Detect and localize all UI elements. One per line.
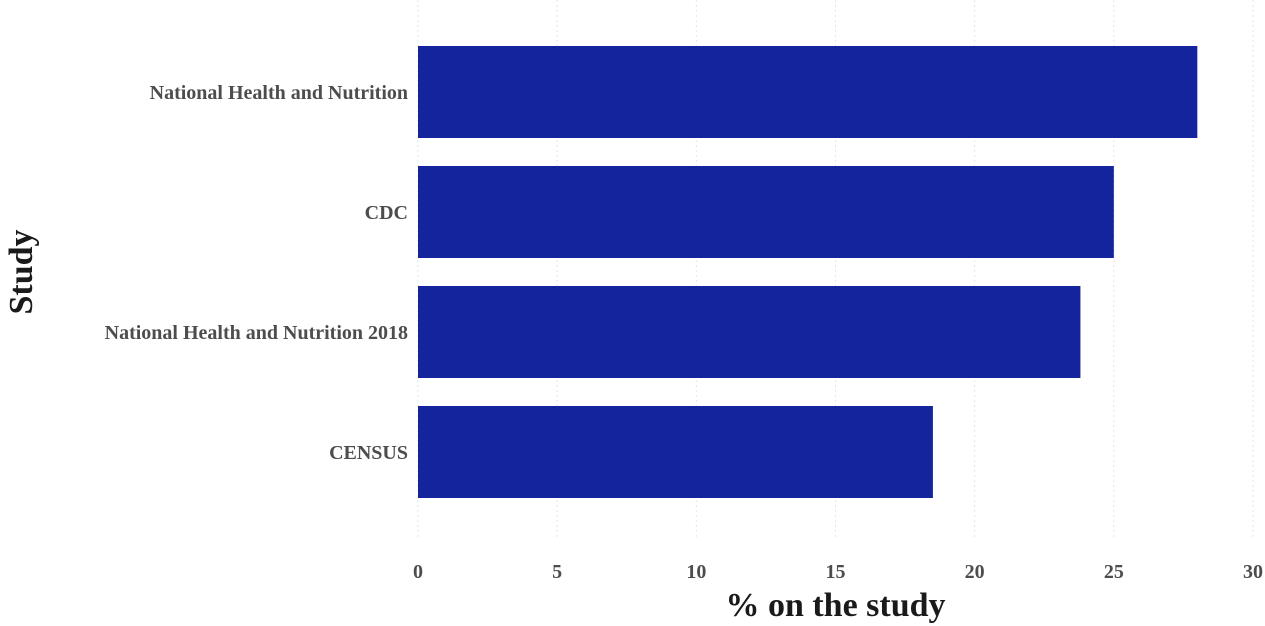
x-tick-label-3: 15 — [826, 561, 846, 583]
category-label-3: CENSUS — [329, 442, 408, 464]
x-tick-labels: 0 5 10 15 20 25 30 — [413, 561, 1263, 583]
x-tick-label-4: 20 — [965, 561, 985, 583]
category-label-1: CDC — [365, 202, 408, 224]
category-label-0: National Health and Nutrition — [150, 82, 408, 104]
bar-0 — [418, 46, 1198, 138]
x-tick-label-2: 10 — [686, 561, 706, 583]
bar-2 — [418, 286, 1081, 378]
x-tick-label-5: 25 — [1104, 561, 1124, 583]
x-tick-label-0: 0 — [413, 561, 423, 583]
y-axis-title: Study — [3, 229, 40, 314]
category-label-2: National Health and Nutrition 2018 — [105, 322, 408, 344]
bar-3 — [418, 406, 933, 498]
x-tick-label-6: 30 — [1243, 561, 1263, 583]
bar-1 — [418, 166, 1114, 258]
x-tick-label-1: 5 — [552, 561, 562, 583]
bars — [418, 46, 1198, 498]
category-labels: National Health and Nutrition CDC National… — [105, 82, 408, 464]
x-axis-title: % on the study — [725, 587, 945, 624]
